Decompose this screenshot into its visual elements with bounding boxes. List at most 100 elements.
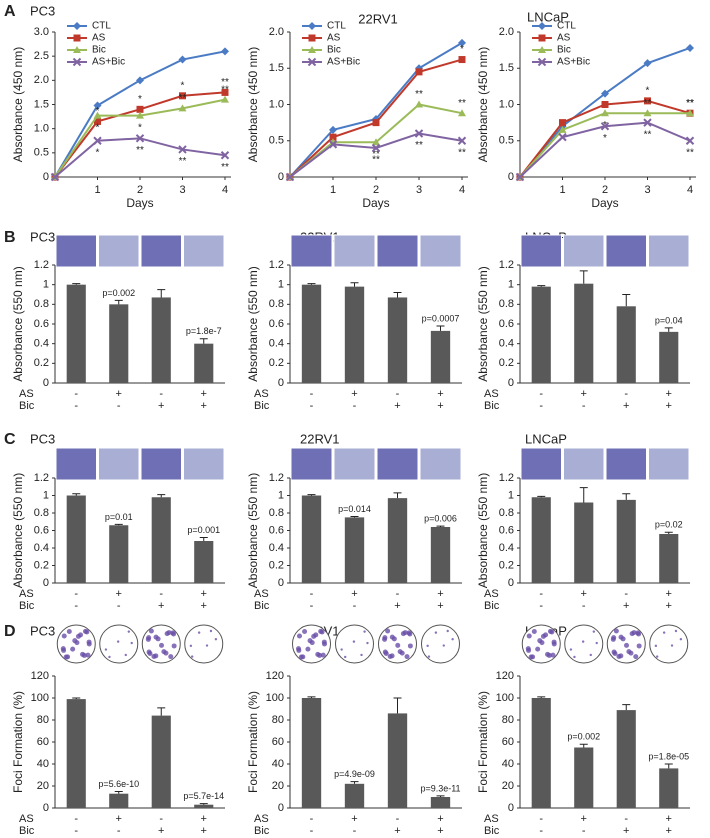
y-axis-label: Absorbance (550 nm) bbox=[11, 266, 25, 381]
y-tick-label: 0.4 bbox=[269, 338, 284, 350]
condition-value: - bbox=[539, 825, 543, 837]
y-tick-label: 40 bbox=[272, 758, 284, 770]
legend-marker bbox=[73, 46, 81, 53]
y-axis-label: Foci Formation (%) bbox=[246, 691, 260, 793]
error-bar bbox=[537, 495, 546, 498]
colony bbox=[82, 628, 88, 634]
marker bbox=[685, 136, 695, 145]
condition-value: - bbox=[310, 400, 314, 412]
p-value-label: p=9.3e-11 bbox=[420, 783, 460, 793]
error-bar bbox=[199, 338, 208, 344]
y-axis-label: Absorbance (450 nm) bbox=[11, 47, 25, 162]
error-bar bbox=[622, 704, 631, 711]
y-tick-label: 0.5 bbox=[269, 135, 284, 147]
condition-value: - bbox=[310, 813, 314, 825]
colony bbox=[635, 630, 641, 636]
bar bbox=[574, 283, 594, 383]
marker bbox=[179, 92, 186, 100]
y-tick-label: 2.5 bbox=[34, 50, 49, 62]
significance-label: ** bbox=[686, 147, 694, 158]
error-bar bbox=[393, 697, 402, 714]
y-tick-label: 0.4 bbox=[34, 338, 49, 350]
p-value-label: p=1.8e-05 bbox=[648, 751, 689, 761]
legend-marker bbox=[308, 22, 316, 30]
y-tick-label: 0 bbox=[508, 577, 514, 589]
stain-image bbox=[520, 234, 562, 268]
y-axis-label: Foci Formation (%) bbox=[11, 691, 25, 793]
colony bbox=[214, 638, 218, 641]
error-bar bbox=[393, 492, 402, 499]
legend-label: CTL bbox=[92, 21, 111, 32]
chart-title: 22RV1 bbox=[358, 11, 398, 26]
y-tick-label: 1 bbox=[43, 489, 49, 501]
stain-image bbox=[605, 447, 647, 481]
significance-label: ** bbox=[458, 147, 466, 158]
legend-marker bbox=[72, 57, 82, 67]
condition-value: - bbox=[353, 600, 357, 612]
p-value-label: p=0.006 bbox=[424, 514, 457, 524]
p-value-label: p=0.01 bbox=[105, 512, 133, 522]
colony bbox=[60, 646, 66, 652]
marker bbox=[600, 122, 610, 131]
colony bbox=[442, 644, 445, 647]
chart-title: 22RV1 bbox=[300, 431, 340, 446]
condition-value: - bbox=[74, 825, 78, 837]
stain-image bbox=[376, 234, 419, 268]
panel-letter: D bbox=[4, 623, 16, 640]
colony bbox=[63, 654, 69, 660]
condition-value: + bbox=[581, 388, 587, 400]
y-axis-label: Absorbance (550 nm) bbox=[246, 473, 260, 588]
error-bar bbox=[579, 270, 588, 284]
bar bbox=[151, 297, 171, 383]
y-tick-label: 20 bbox=[502, 780, 514, 792]
condition-value: + bbox=[351, 388, 357, 400]
x-tick-label: 3 bbox=[644, 184, 650, 196]
y-tick-label: 1.2 bbox=[499, 472, 514, 484]
error-bar bbox=[350, 781, 359, 784]
bar bbox=[66, 284, 86, 383]
series: ***AS bbox=[516, 33, 694, 181]
p-value-label: p=0.04 bbox=[655, 315, 683, 325]
colony bbox=[539, 640, 545, 646]
y-tick-label: 0.8 bbox=[269, 298, 284, 310]
marker bbox=[178, 145, 187, 154]
legend-marker bbox=[73, 22, 81, 30]
significance-label: * bbox=[181, 80, 185, 91]
colony bbox=[209, 629, 213, 633]
condition-value: - bbox=[582, 400, 586, 412]
y-tick-label: 0.8 bbox=[499, 507, 514, 519]
y-tick-label: 120 bbox=[31, 670, 49, 682]
marker bbox=[50, 172, 60, 182]
legend-marker bbox=[73, 34, 81, 42]
y-tick-label: 2.0 bbox=[269, 26, 284, 38]
colony bbox=[74, 640, 80, 646]
bar bbox=[344, 286, 365, 383]
condition-value: - bbox=[74, 588, 78, 600]
condition-value: - bbox=[159, 588, 163, 600]
marker bbox=[643, 109, 652, 117]
marker bbox=[220, 151, 230, 160]
colony bbox=[387, 653, 393, 659]
y-tick-label: 0 bbox=[508, 377, 514, 389]
legend-label: Bic bbox=[327, 45, 341, 56]
colony bbox=[104, 648, 108, 651]
condition-value: + bbox=[116, 588, 122, 600]
colony-plate bbox=[421, 624, 460, 664]
panel-letter: A bbox=[4, 3, 16, 20]
marker bbox=[178, 104, 187, 112]
legend-marker bbox=[538, 22, 546, 30]
bar bbox=[194, 343, 214, 383]
colony bbox=[155, 636, 161, 642]
y-tick-label: 0.2 bbox=[34, 559, 49, 571]
bar bbox=[109, 525, 129, 583]
colony bbox=[70, 646, 76, 652]
chart-title: LNCaP bbox=[527, 9, 569, 24]
colony bbox=[318, 628, 324, 634]
p-value-label: p=0.002 bbox=[102, 288, 135, 298]
error-bar bbox=[579, 487, 588, 503]
y-tick-label: 0 bbox=[43, 577, 49, 589]
x-tick-label: 1 bbox=[94, 184, 100, 196]
x-tick-label: 1 bbox=[330, 184, 336, 196]
bar bbox=[574, 502, 594, 583]
colony bbox=[633, 654, 639, 660]
